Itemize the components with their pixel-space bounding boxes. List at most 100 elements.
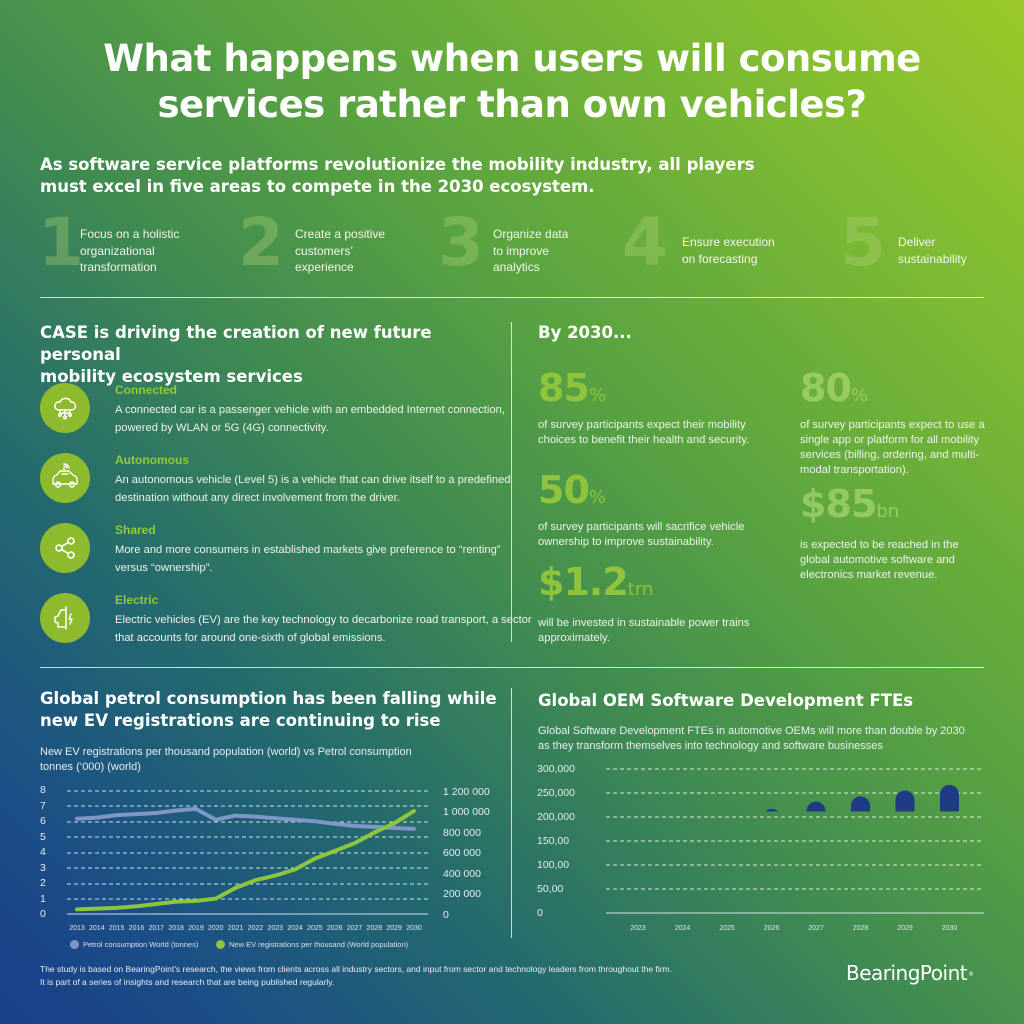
x-tick: 2029	[897, 925, 913, 932]
area-item-2: 2 Create a positive customers’ experience	[238, 204, 418, 282]
case-item-desc: An autonomous vehicle (Level 5) is a veh…	[115, 474, 511, 504]
stat-50-percent: 50% of survey participants will sacrific…	[538, 470, 768, 550]
bar	[673, 824, 692, 922]
autonomous-car-icon	[40, 453, 90, 503]
divider-vertical-middle	[511, 322, 512, 642]
page-subtitle: As software service platforms revolution…	[40, 154, 760, 198]
y-tick: 250,000	[537, 787, 575, 799]
y-tick: 0	[537, 907, 543, 919]
case-item-title: Autonomous	[115, 453, 189, 467]
stat-80-percent: 80% of survey participants expect to use…	[800, 368, 990, 478]
x-tick: 2013	[69, 925, 85, 932]
title-line-1: What happens when users will consume	[103, 37, 921, 80]
case-item-shared: Shared More and more consumers in establ…	[40, 523, 501, 583]
bar	[940, 785, 959, 923]
legend-ev: New EV registrations per thousand (World…	[216, 940, 408, 949]
case-item-desc: More and more consumers in established m…	[115, 544, 501, 574]
y-tick: 100,00	[537, 859, 570, 871]
area-item-5: 5 Deliver sustainability	[840, 204, 1000, 282]
x-tick: 2014	[89, 925, 105, 932]
stat-text: of survey participants expect their mobi…	[538, 419, 750, 446]
x-tick: 2024	[674, 925, 691, 932]
y-tick: 300,000	[537, 763, 575, 775]
y-tick: 200,000	[537, 811, 575, 823]
bearingpoint-logo: BearingPoint®	[846, 961, 974, 985]
x-tick: 2019	[188, 925, 204, 932]
x-tick: 2030	[406, 925, 422, 932]
stat-value: 85%	[538, 366, 606, 410]
x-tick: 2020	[207, 925, 224, 932]
stat-text: will be invested in sustainable power tr…	[538, 617, 750, 644]
stat-text: of survey participants expect to use a s…	[800, 419, 985, 476]
x-tick: 2023	[630, 925, 646, 932]
x-tick: 2025	[719, 925, 735, 932]
x-tick: 2027	[808, 925, 824, 932]
stat-text: of survey participants will sacrifice ve…	[538, 521, 745, 548]
title-line-2: services rather than own vehicles?	[157, 83, 867, 126]
x-tick: 2029	[386, 925, 402, 932]
stat-1-2-trillion: $1.2trn will be invested in sustainable …	[538, 562, 768, 646]
area-number: 5	[840, 204, 886, 281]
x-tick: 2028	[852, 925, 869, 932]
area-item-1: 1 Focus on a holistic organizational trans…	[38, 204, 218, 282]
y-tick: 150,00	[537, 835, 570, 847]
x-tick: 2030	[941, 925, 958, 932]
fte-chart-heading: Global OEM Software Development FTEs	[538, 691, 914, 710]
area-item-3: 3 Organize data to improve analytics	[438, 204, 608, 282]
bar	[718, 812, 737, 922]
case-item-title: Connected	[115, 383, 178, 397]
stat-value: 80%	[800, 366, 868, 410]
share-icon	[40, 523, 90, 573]
subtitle-line-2: must excel in five areas to compete in t…	[40, 177, 595, 196]
bar	[762, 809, 781, 923]
page-title: What happens when users will consume ser…	[0, 36, 1024, 128]
divider-bottom	[40, 667, 984, 668]
x-tick: 2016	[128, 925, 145, 932]
x-tick: 2022	[247, 925, 264, 932]
case-item-connected: Connected A connected car is a passenger…	[40, 383, 505, 443]
case-item-desc: Electric vehicles (EV) are the key techn…	[115, 614, 532, 644]
electric-charging-icon	[40, 593, 90, 643]
bar	[896, 791, 915, 923]
bar	[807, 802, 826, 923]
area-number: 4	[622, 204, 668, 281]
stat-value: $1.2trn	[538, 560, 654, 604]
divider-vertical-charts	[511, 688, 512, 938]
area-number: 2	[238, 204, 284, 281]
stat-85-billion: $85bn is expected to be reached in the g…	[800, 484, 990, 583]
x-tick: 2025	[307, 925, 323, 932]
x-tick: 2023	[267, 925, 284, 932]
cloud-network-icon	[40, 383, 90, 433]
case-item-title: Shared	[115, 523, 156, 537]
area-label: Deliver sustainability	[898, 235, 967, 266]
stat-text: is expected to be reached in the global …	[800, 539, 959, 581]
area-label: Create a positive customers’ experience	[295, 227, 386, 274]
x-tick: 2027	[346, 925, 363, 932]
divider-top	[40, 297, 984, 298]
x-tick: 2026	[763, 925, 780, 932]
area-item-4: 4 Ensure execution on forecasting	[622, 204, 812, 282]
y-tick: 50,00	[537, 883, 564, 895]
fte-chart-subtitle: Global Software Development FTEs in auto…	[538, 725, 965, 752]
case-heading: CASE is driving the creation of new futu…	[40, 323, 432, 386]
by2030-heading: By 2030...	[538, 323, 632, 342]
x-tick: 2015	[108, 925, 125, 932]
x-tick: 2024	[287, 925, 303, 932]
area-label: Focus on a holistic organizational transfo…	[80, 227, 180, 274]
case-item-desc: A connected car is a passenger vehicle w…	[115, 404, 505, 434]
x-tick: 2018	[168, 925, 184, 932]
legend-dot-petrol-icon	[70, 940, 79, 949]
stat-85-percent: 85% of survey participants expect their …	[538, 368, 768, 448]
area-number: 3	[438, 204, 484, 281]
stat-value: 50%	[538, 468, 606, 512]
petrol-chart-heading: Global petrol consumption has been falli…	[40, 689, 497, 730]
case-item-autonomous: Autonomous An autonomous vehicle (Level …	[40, 453, 511, 513]
area-label: Ensure execution on forecasting	[682, 235, 775, 266]
area-number: 1	[38, 204, 84, 281]
subtitle-line-1: As software service platforms revolution…	[40, 155, 755, 174]
case-item-electric: Electric Electric vehicles (EV) are the …	[40, 593, 532, 653]
legend-petrol: Petrol consumption World (tonnes)	[70, 940, 198, 949]
stat-value: $85bn	[800, 482, 900, 526]
